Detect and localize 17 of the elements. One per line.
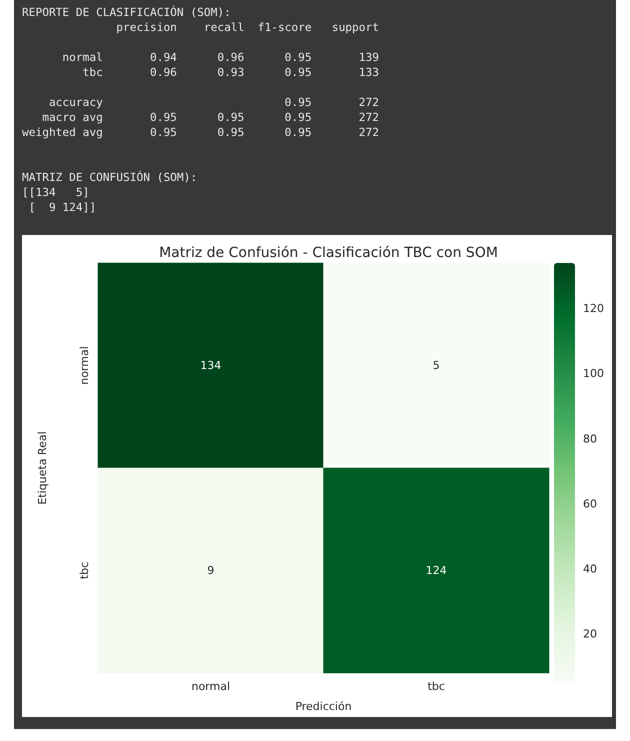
data-label: 9: [207, 564, 214, 577]
text: accuracy 0.95 272 macro avg 0.95 0.95 0.95 272 weighted avg 0.95 0.95 0.95 272: [22, 95, 380, 140]
color-bar-label: 20: [583, 628, 597, 641]
text: REPORTE DE CLASIFICACIÓN (SOM): precision recall f1-score support: [22, 5, 380, 35]
y-axis-title: Etiqueta Real: [36, 431, 49, 505]
color-bar-label: 120: [583, 302, 604, 316]
color-bar-label: 80: [583, 432, 597, 446]
data-label: 5: [432, 359, 440, 372]
data-label: 124: [426, 564, 447, 577]
color-bar-label: 100: [583, 367, 604, 380]
color-bar-label: 60: [583, 497, 597, 510]
color-bar-label: 40: [583, 562, 597, 576]
data-label: 134: [200, 359, 222, 372]
x-axis-title: Predicción: [295, 700, 352, 713]
text: MATRIZ DE CONFUSIÓN (SOM): [[134 5] [ 9 124]]: [22, 170, 198, 215]
chart-title: Matriz de Confusión - Clasificación TBC con SOM: [159, 245, 498, 261]
text: normal 0.94 0.96 0.95 139 tbc 0.96 0.93 0.95 133: [61, 50, 380, 80]
